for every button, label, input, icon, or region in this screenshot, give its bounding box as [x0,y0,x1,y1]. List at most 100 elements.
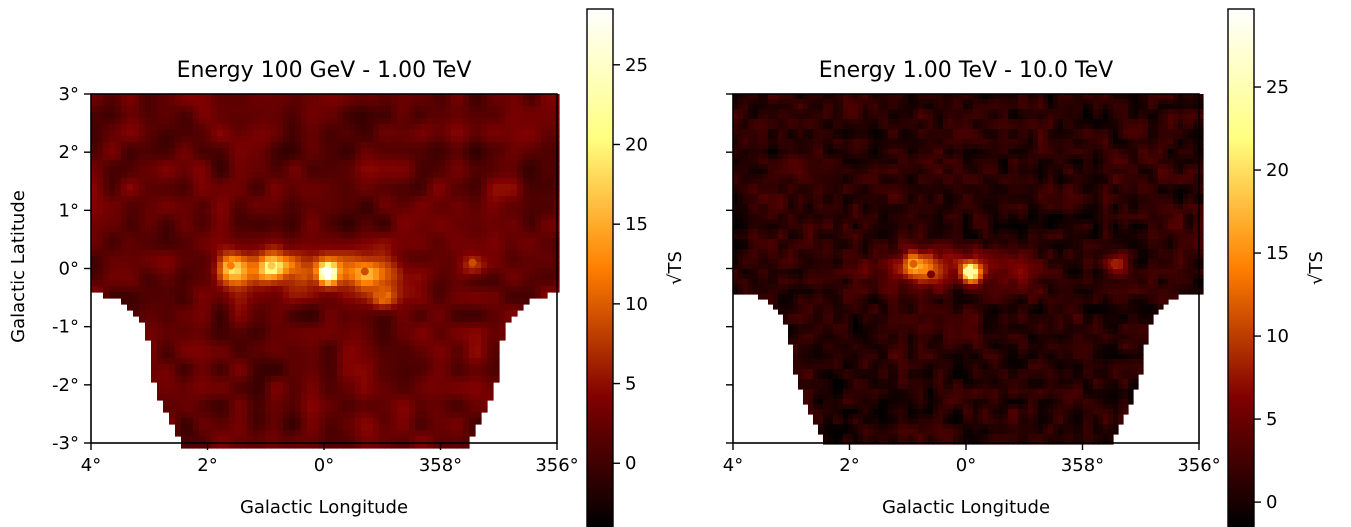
heatmap-cell [933,129,939,135]
heatmap-cell [1083,119,1089,125]
heatmap-cell [139,214,146,221]
heatmap-cell [1103,114,1109,120]
heatmap-cell [843,99,849,105]
heatmap-cell [908,99,914,105]
heatmap-cell [1193,99,1199,105]
heatmap-cell [289,190,296,197]
heatmap-cell [768,99,774,105]
heatmap-cell [205,106,212,113]
heatmap-cell [133,280,140,287]
heatmap-cell [343,334,350,341]
heatmap-cell [463,388,470,395]
heatmap-cell [535,274,542,281]
heatmap-cell [211,286,218,293]
heatmap-cell [923,119,929,125]
heatmap-cell [1088,124,1094,130]
heatmap-cell [103,130,110,137]
heatmap-cell [253,220,260,227]
heatmap-cell [259,106,266,113]
heatmap-cell [505,106,512,113]
heatmap-cell [355,376,362,383]
heatmap-cell [1178,94,1184,100]
heatmap-cell [1048,109,1054,115]
heatmap-cell [541,232,548,239]
heatmap-cell [289,430,296,437]
heatmap-cell [139,112,146,119]
heatmap-cell [385,292,392,299]
heatmap-cell [427,250,434,257]
heatmap-cell [373,382,380,389]
heatmap-cell [475,358,482,365]
heatmap-cell [211,292,218,299]
heatmap-cell [361,250,368,257]
heatmap-cell [295,268,302,275]
heatmap-cell [259,424,266,431]
heatmap-cell [499,334,506,341]
heatmap-cell [91,106,98,113]
heatmap-cell [271,208,278,215]
heatmap-cell [181,280,188,287]
heatmap-cell [175,382,182,389]
heatmap-cell [187,316,194,323]
heatmap-cell [127,196,134,203]
heatmap-cell [385,94,392,101]
heatmap-cell [409,340,416,347]
heatmap-cell [933,124,939,130]
heatmap-cell [908,104,914,110]
heatmap-cell [493,292,500,299]
heatmap-cell [1068,94,1074,100]
heatmap-cell [893,94,899,100]
heatmap-cell [247,400,254,407]
colorbar-tick-label: 10 [625,294,648,315]
heatmap-cell [307,436,314,443]
heatmap-cell [325,442,332,449]
heatmap-cell [331,100,338,107]
heatmap-cell [439,136,446,143]
heatmap-cell [469,106,476,113]
heatmap-cell [319,400,326,407]
heatmap-cell [391,244,398,251]
heatmap-cell [199,328,206,335]
heatmap-cell [1153,134,1159,140]
heatmap-cell [367,442,374,449]
heatmap-cell [1008,124,1014,130]
heatmap-cell [283,202,290,209]
heatmap-cell [205,262,212,269]
heatmap-cell [133,268,140,275]
heatmap-cell [451,220,458,227]
heatmap-cell [163,148,170,155]
heatmap-cell [223,370,230,377]
heatmap-cell [833,104,839,110]
heatmap-cell [469,112,476,119]
heatmap-cell [409,328,416,335]
heatmap-cell [1013,99,1019,105]
heatmap-cell [181,244,188,251]
heatmap-cell [541,286,548,293]
heatmap-cell [469,304,476,311]
heatmap-cell [463,400,470,407]
heatmap-cell [253,370,260,377]
heatmap-cell [199,334,206,341]
heatmap-cell [175,412,182,419]
heatmap-cell [1063,134,1069,140]
heatmap-cell [139,268,146,275]
heatmap-cell [235,130,242,137]
heatmap-cell [529,196,536,203]
heatmap-cell [193,226,200,233]
heatmap-cell [121,100,128,107]
heatmap-cell [409,334,416,341]
heatmap-cell [343,388,350,395]
heatmap-cell [193,178,200,185]
heatmap-cell [343,316,350,323]
heatmap-cell [211,400,218,407]
heatmap-cell [475,274,482,281]
heatmap-cell [187,226,194,233]
heatmap-cell [193,94,200,101]
heatmap-cell [433,106,440,113]
heatmap-cell [367,358,374,365]
heatmap-cell [169,364,176,371]
heatmap-cell [157,130,164,137]
heatmap-cell [187,154,194,161]
heatmap-cell [241,298,248,305]
heatmap-cell [241,292,248,299]
